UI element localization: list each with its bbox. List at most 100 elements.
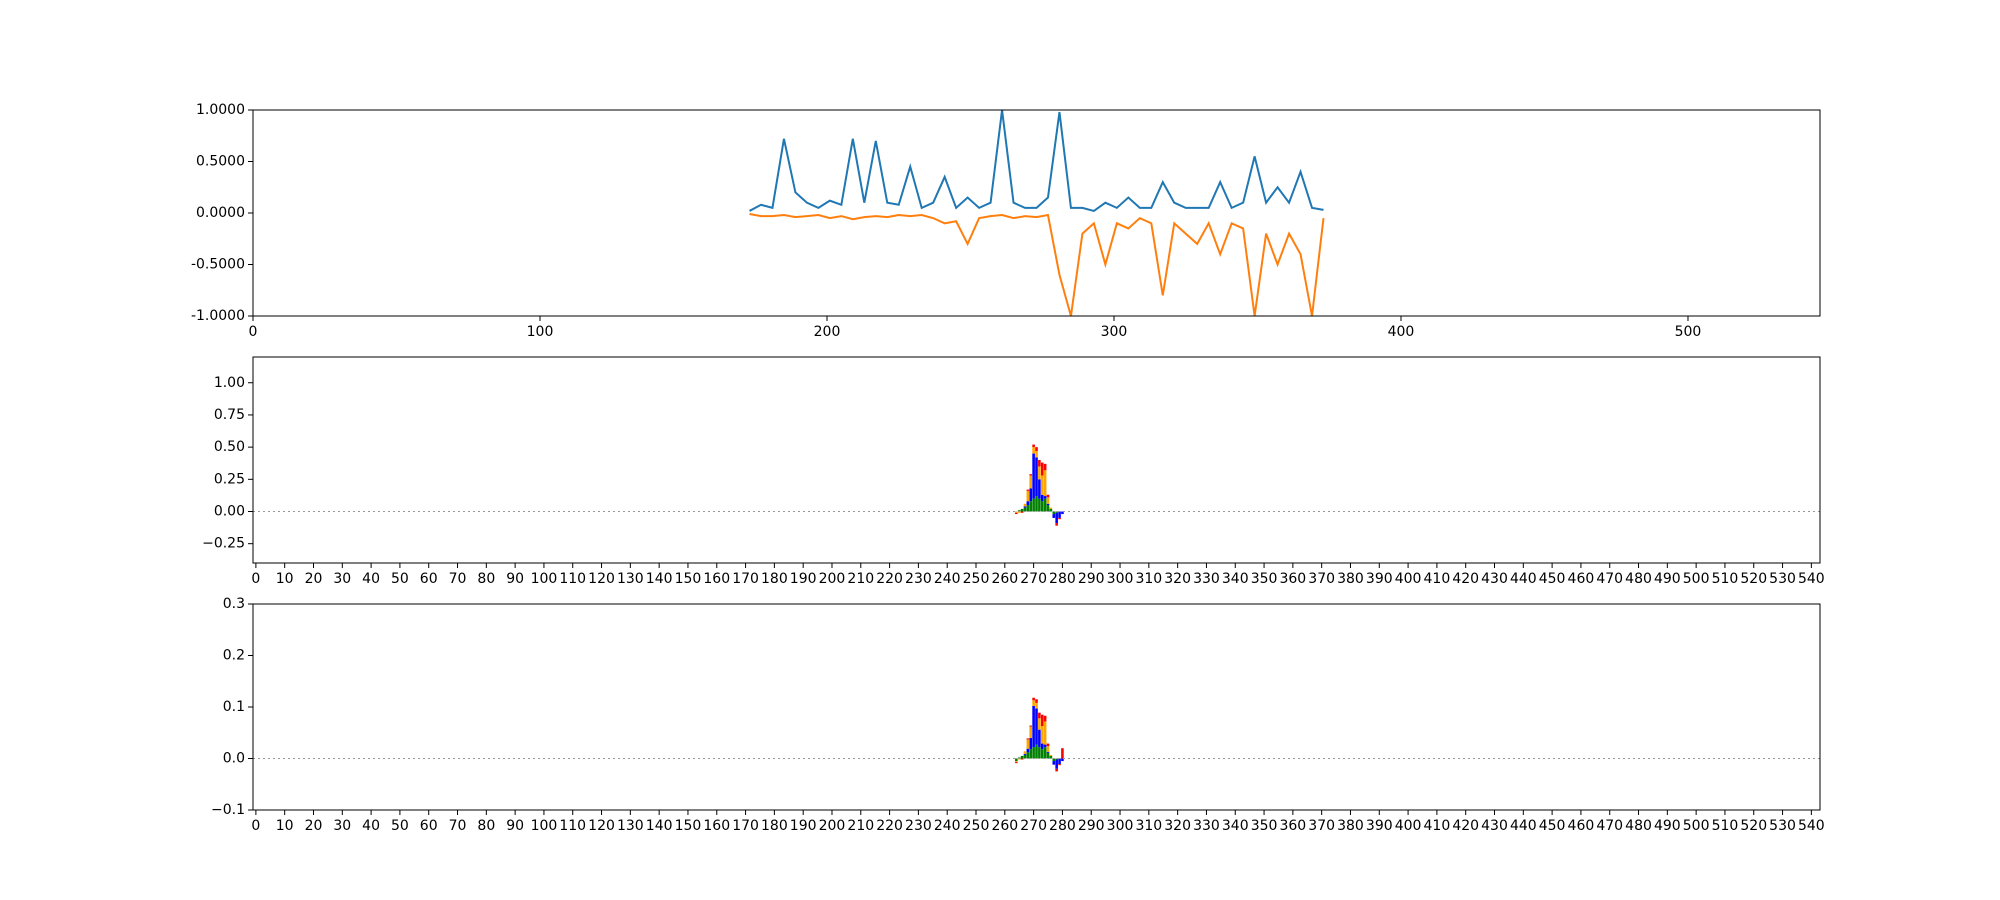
logo-letter [1035, 744, 1038, 759]
x-tick-label: 230 [905, 818, 932, 834]
x-tick-label: 100 [531, 818, 558, 834]
x-tick-label: 120 [588, 818, 615, 834]
x-tick-label: 310 [1135, 571, 1162, 587]
logo-letter [1029, 475, 1033, 489]
subplot: −0.1 0.0 0.1 0.2 0.3 0 10 20 30 40 50 60 70 80 90 100 11… [211, 596, 1825, 834]
logo-letter [1058, 758, 1061, 765]
subplot: −0.25 0.00 0.25 0.50 0.75 1.00 0 10 20 30 40 50 60 70… [202, 356, 1825, 587]
x-tick-label: 250 [963, 818, 990, 834]
x-tick-label: 470 [1596, 818, 1623, 834]
logo-letter [1029, 725, 1033, 727]
logo-letter [1038, 718, 1041, 730]
x-tick-label: 240 [934, 571, 961, 587]
x-tick-label: 270 [1020, 818, 1047, 834]
logo-letter [1029, 488, 1033, 502]
x-tick-label: 520 [1740, 571, 1767, 587]
x-tick-label: 530 [1769, 818, 1796, 834]
logo-letter [1049, 508, 1053, 512]
x-tick-label: 140 [646, 571, 673, 587]
logo-letter [1040, 494, 1044, 502]
x-tick-label: 380 [1337, 571, 1364, 587]
x-tick-label: 160 [703, 818, 730, 834]
x-tick-label: 10 [276, 571, 294, 587]
x-tick-label: 0 [251, 818, 260, 834]
logo-letter [1035, 699, 1038, 703]
logo-letter [1026, 490, 1030, 502]
x-tick-label: 420 [1452, 571, 1479, 587]
x-tick-label: 10 [276, 818, 294, 834]
logo-letter [1017, 510, 1021, 512]
x-tick-label: 180 [761, 818, 788, 834]
x-tick-label: 130 [617, 818, 644, 834]
x-tick-label: 350 [1251, 818, 1278, 834]
x-tick-label: 220 [876, 571, 903, 587]
logo-letter [1020, 755, 1024, 759]
x-tick-label: 370 [1308, 818, 1335, 834]
x-tick-label: 120 [588, 571, 615, 587]
logo-letter [1023, 753, 1027, 755]
logo-letter [1061, 748, 1064, 759]
logo-letter [1017, 511, 1021, 513]
x-tick-label: 520 [1740, 818, 1767, 834]
logo-letter [1040, 462, 1044, 476]
y-tick-label: −0.25 [202, 536, 245, 552]
logo-letter [1026, 752, 1030, 759]
x-tick-label: 360 [1279, 818, 1306, 834]
x-tick-label: 510 [1712, 818, 1739, 834]
logo-letter [1055, 758, 1058, 760]
x-tick-label: 440 [1510, 571, 1537, 587]
line-series [749, 110, 1324, 213]
logo-letter [1023, 751, 1027, 754]
x-tick-label: 70 [449, 571, 467, 587]
logo-letter [1020, 511, 1024, 513]
logo-letter [1029, 474, 1033, 476]
x-tick-label: 190 [790, 571, 817, 587]
x-tick-label: 340 [1222, 571, 1249, 587]
x-tick-label: 480 [1625, 818, 1652, 834]
logo-letter [1017, 758, 1021, 760]
logo-letter [1058, 511, 1061, 518]
logo-letter [1035, 457, 1038, 497]
logo-letter [1035, 450, 1038, 458]
logo-letter [1055, 512, 1058, 524]
x-tick-label: 490 [1654, 571, 1681, 587]
x-tick-label: 190 [790, 818, 817, 834]
x-tick-label: 170 [732, 571, 759, 587]
x-tick-label: 150 [675, 818, 702, 834]
x-tick-label: 160 [703, 571, 730, 587]
logo-letter [1032, 697, 1035, 701]
logo-letter [1043, 496, 1047, 499]
x-tick-label: 330 [1193, 818, 1220, 834]
x-tick-label: 80 [477, 818, 495, 834]
x-tick-label: 150 [675, 571, 702, 587]
logo-letter [1020, 508, 1024, 512]
logo-letter [1043, 747, 1047, 759]
x-tick-label: 320 [1164, 571, 1191, 587]
x-tick-label: 410 [1424, 818, 1451, 834]
subplot: -1.0000 -0.5000 0.0000 0.5000 1.0000 0 100 200 3… [191, 102, 1821, 340]
logo-letter [1015, 762, 1018, 764]
plot-area [253, 697, 1820, 772]
logo-letter [1046, 751, 1050, 753]
x-tick-label: 300 [1107, 818, 1134, 834]
logo-letter [1038, 466, 1041, 480]
logo-letter [1015, 511, 1018, 513]
x-tick-label: 40 [362, 571, 380, 587]
logo-letter [1032, 705, 1035, 748]
logo-letter [1046, 497, 1050, 504]
y-tick-label: 1.00 [214, 375, 245, 391]
logo-letter [1038, 729, 1041, 748]
x-tick-label: 400 [1395, 818, 1422, 834]
x-tick-label: 140 [646, 818, 673, 834]
x-tick-label: 360 [1279, 571, 1306, 587]
x-tick-label: 470 [1596, 571, 1623, 587]
y-tick-label: 0.0000 [196, 205, 245, 221]
x-tick-label: 490 [1654, 818, 1681, 834]
logo-letter [1052, 761, 1056, 765]
x-tick-label: 50 [391, 571, 409, 587]
logo-letter [1020, 758, 1024, 760]
x-tick-label: 230 [905, 571, 932, 587]
logo-letter [1032, 498, 1035, 512]
x-tick-label: 130 [617, 571, 644, 587]
